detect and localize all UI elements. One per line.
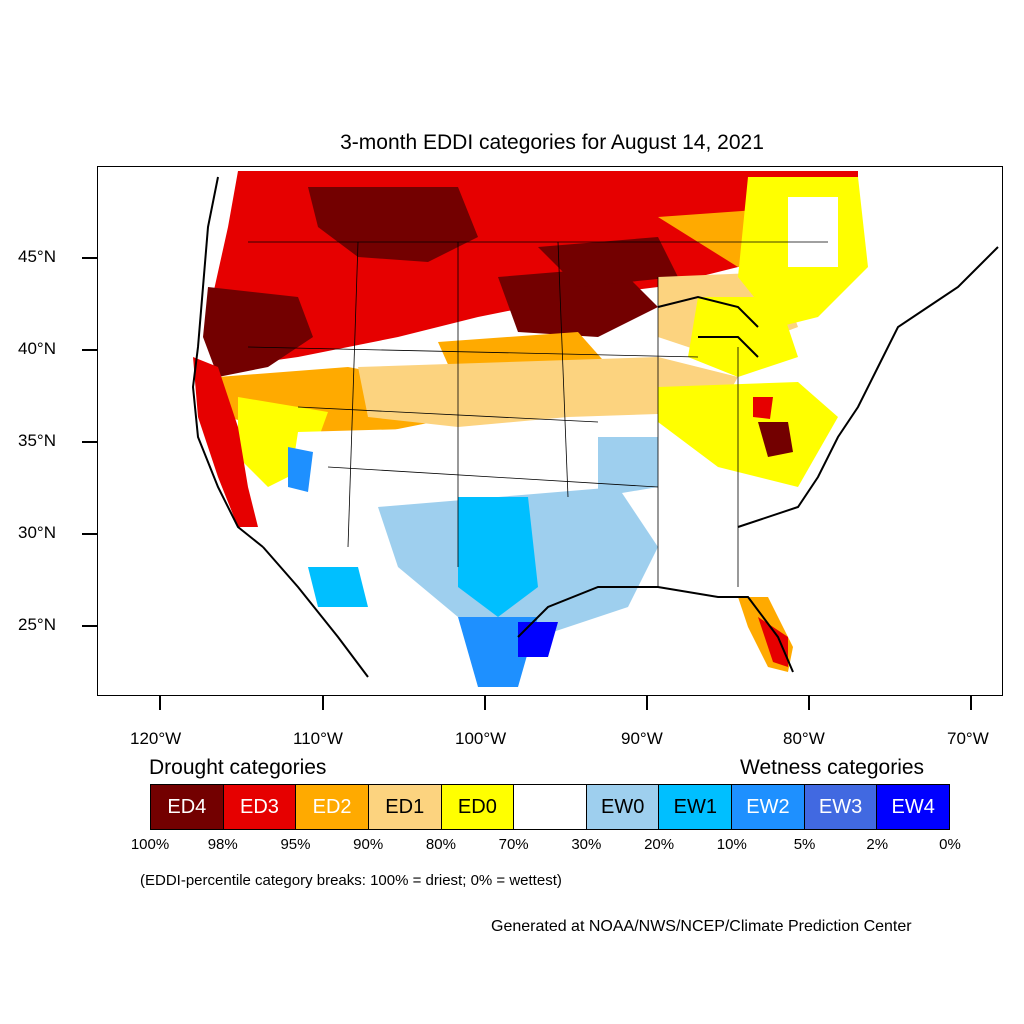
lat-tick — [82, 441, 97, 443]
lat-label-35: 35°N — [18, 431, 56, 450]
legend-cell-ed4: ED4 — [151, 785, 224, 829]
percent-break-label: 100% — [130, 836, 170, 853]
wetness-heading: Wetness categories — [740, 756, 925, 779]
legend-cell-ew1: EW1 — [659, 785, 733, 829]
eddi-map — [191, 171, 999, 687]
state-borders — [247, 241, 828, 587]
lon-tick — [159, 696, 161, 710]
lon-label-80w: 80°W — [783, 729, 825, 748]
percent-break-label: 98% — [207, 836, 238, 853]
lat-tick — [82, 625, 97, 627]
lat-tick — [82, 349, 97, 351]
percent-break-label: 70% — [498, 836, 529, 853]
legend-cell-ed1: ED1 — [368, 785, 442, 829]
percent-break-label: 0% — [939, 836, 961, 853]
lon-label-90w: 90°W — [621, 729, 663, 748]
lon-tick — [970, 696, 972, 710]
drought-heading: Drought categories — [149, 756, 327, 779]
lon-tick — [808, 696, 810, 710]
category-note: (EDDI-percentile category breaks: 100% =… — [140, 872, 562, 889]
lat-tick — [82, 533, 97, 535]
lat-label-40: 40°N — [18, 339, 56, 358]
legend-cell-ew0: EW0 — [586, 785, 660, 829]
legend-cell-ew3: EW3 — [804, 785, 878, 829]
percent-break-label: 90% — [353, 836, 384, 853]
percent-break-label: 95% — [280, 836, 311, 853]
lat-tick — [82, 257, 97, 259]
lat-label-45: 45°N — [18, 247, 56, 266]
lon-label-100w: 100°W — [455, 729, 507, 748]
legend-cell-ed0: ED0 — [441, 785, 515, 829]
lon-label-70w: 70°W — [947, 729, 989, 748]
legend-colorbar: ED4 ED3 ED2 ED1 ED0 EW0 EW1 EW2 EW3 EW4 — [150, 784, 950, 830]
legend-cell-ed3: ED3 — [223, 785, 297, 829]
lon-tick — [484, 696, 486, 710]
percent-break-label: 30% — [571, 836, 602, 853]
percent-break-label: 80% — [425, 836, 456, 853]
legend-cell-neutral — [514, 785, 587, 829]
lon-tick — [322, 696, 324, 710]
chart-title: 3-month EDDI categories for August 14, 2… — [340, 131, 764, 154]
lat-label-25: 25°N — [18, 615, 56, 634]
legend-cell-ew2: EW2 — [732, 785, 805, 829]
map-panel — [97, 166, 1003, 696]
lon-tick — [646, 696, 648, 710]
legend-cell-ew4: EW4 — [877, 785, 950, 829]
credit-line: Generated at NOAA/NWS/NCEP/Climate Predi… — [491, 918, 912, 935]
percent-break-label: 10% — [716, 836, 747, 853]
lat-label-30: 30°N — [18, 523, 56, 542]
percent-break-label: 20% — [644, 836, 675, 853]
lon-label-120w: 120°W — [130, 729, 182, 748]
percent-break-label: 5% — [793, 836, 816, 853]
legend-cell-ed2: ED2 — [296, 785, 369, 829]
coastlines — [191, 176, 999, 678]
land-fill — [193, 171, 868, 687]
lon-label-110w: 110°W — [293, 729, 343, 748]
percent-break-label: 2% — [866, 836, 889, 853]
